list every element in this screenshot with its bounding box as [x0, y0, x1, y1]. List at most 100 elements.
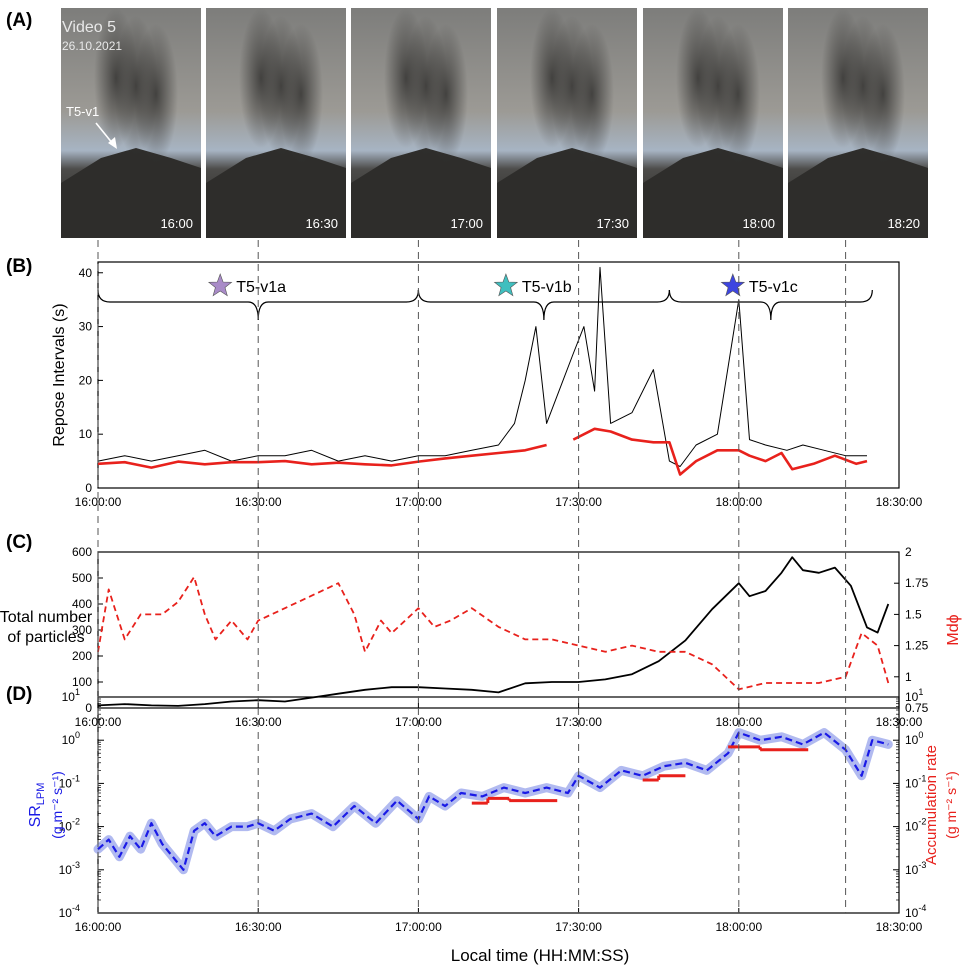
- y2-tick-label: 1.25: [905, 639, 929, 653]
- y-axis-title-line: of particles: [7, 629, 84, 646]
- volcano-silhouette: [61, 148, 201, 238]
- phase-star-icon: [207, 273, 233, 297]
- frame-time: 16:00: [160, 216, 193, 231]
- video-frame: 16:30: [206, 8, 346, 238]
- repose-series: [97, 266, 867, 467]
- time-guide-lines: [97, 240, 847, 913]
- tick-exponent: -1: [918, 773, 926, 783]
- y-tick-label: 0: [85, 701, 92, 715]
- tick-exponent: -3: [918, 860, 926, 870]
- repose-mean-series: [572, 427, 868, 476]
- tick-exponent: -1: [72, 773, 80, 783]
- video-frame: 17:30: [497, 8, 637, 238]
- tick-exponent: -2: [72, 817, 80, 827]
- frame-time: 18:20: [887, 216, 920, 231]
- tick-exponent: -3: [72, 860, 80, 870]
- y-tick-label: 100: [72, 675, 92, 689]
- panel-b-label: (B): [6, 256, 32, 277]
- x-tick-label: 16:00:00: [75, 920, 122, 934]
- sr-uncertainty-band: [93, 728, 893, 875]
- y-tick-label: 10-3: [59, 860, 80, 877]
- y2-axis-title: Mdϕ: [945, 614, 962, 645]
- volcano-silhouette: [206, 148, 346, 238]
- plot-frame: [97, 696, 900, 914]
- phase-brace: [668, 289, 873, 321]
- volcano-silhouette: [497, 148, 637, 238]
- tick-exponent: 0: [918, 730, 923, 740]
- plume: [570, 24, 614, 164]
- panel-c-label: (C): [6, 532, 32, 553]
- y-tick-label: 0: [85, 481, 92, 495]
- y2-tick-label: 2: [905, 545, 912, 559]
- x-tick-label: 16:30:00: [235, 495, 282, 509]
- y-tick-label: 600: [72, 545, 92, 559]
- tick-exponent: 1: [918, 687, 923, 697]
- y-axis-title: SRLPM: [27, 783, 47, 828]
- y-axis-title-line: Total number: [0, 609, 93, 626]
- y2-tick-label: 1.75: [905, 576, 929, 590]
- y2-tick-label: 100: [905, 730, 923, 747]
- plume: [716, 24, 760, 164]
- video-frame: 16:00: [61, 8, 201, 238]
- chart-b-repose-intervals: 0 10 20 30 40 16:00:00 16:30:00 17:00:00 17:30:0…: [51, 261, 923, 509]
- volcano-silhouette: [351, 148, 491, 238]
- y-tick-label: 500: [72, 571, 92, 585]
- tick-exponent: 1: [75, 687, 80, 697]
- frame-time: 16:30: [305, 216, 338, 231]
- frame-time: 18:00: [742, 216, 775, 231]
- video-frame: 18:20: [788, 8, 928, 238]
- x-tick-label: 17:30:00: [555, 495, 602, 509]
- tick-exponent: 0: [75, 730, 80, 740]
- x-tick-label: 17:00:00: [395, 920, 442, 934]
- chart-c-particles: 01002003004005006000.7511.251.51.75216:0…: [0, 545, 962, 729]
- frame-time: 17:00: [450, 216, 483, 231]
- y2-axis-units: (g m⁻² s⁻¹): [943, 771, 959, 839]
- phase-star-icon: [493, 273, 519, 297]
- vent-arrow: [95, 122, 117, 149]
- y-axis-title-sub: LPM: [35, 783, 47, 806]
- x-tick-label: 17:30:00: [555, 920, 602, 934]
- y-tick-label: 10: [79, 427, 93, 441]
- y-tick-label: 30: [79, 320, 93, 334]
- repose-mean-series: [97, 443, 547, 469]
- y-tick-label: 101: [62, 687, 80, 704]
- y2-tick-label: 0.75: [905, 701, 929, 715]
- video-frame: 18:00: [643, 8, 783, 238]
- phase-label: T5-v1c: [749, 279, 798, 296]
- plume: [134, 24, 178, 164]
- video-frames: 16:00 16:30 17:00 17:30 18:00 18:20: [61, 8, 928, 238]
- phase-label: T5-v1b: [522, 279, 572, 296]
- sr-lpm-series: [97, 731, 889, 871]
- x-tick-label: 18:00:00: [715, 920, 762, 934]
- volcano-silhouette: [788, 148, 928, 238]
- x-tick-label: 16:30:00: [235, 920, 282, 934]
- y2-tick-label: 1.5: [905, 607, 922, 621]
- y-axis-units: (g m⁻² s⁻¹): [49, 771, 65, 839]
- y-axis-title: Repose Intervals (s): [51, 303, 68, 446]
- phase-brace: [97, 289, 419, 321]
- y-tick-label: 20: [79, 373, 93, 387]
- video-frame: 17:00: [351, 8, 491, 238]
- panel-a-label: (A): [6, 10, 32, 31]
- tick-exponent: -2: [918, 817, 926, 827]
- phase-label: T5-v1a: [236, 279, 286, 296]
- plume: [424, 24, 468, 164]
- y2-axis-title: Accumulation rate: [923, 745, 940, 865]
- volcano-silhouette: [643, 148, 783, 238]
- x-tick-label: 18:30:00: [876, 495, 923, 509]
- y-tick-label: 400: [72, 597, 92, 611]
- y-tick-label: 10-4: [59, 903, 80, 920]
- plume: [279, 24, 323, 164]
- x-tick-label: 18:00:00: [715, 495, 762, 509]
- y-tick-label: 300: [72, 623, 92, 637]
- y2-tick-label: 1: [905, 670, 912, 684]
- y-tick-label: 200: [72, 649, 92, 663]
- x-tick-label: 16:00:00: [75, 495, 122, 509]
- vent-arrow-label: T5-v1: [66, 104, 99, 119]
- tick-exponent: -4: [72, 903, 80, 913]
- plume: [861, 24, 905, 164]
- video-title: Video 5: [62, 19, 116, 36]
- phase-star-icon: [720, 273, 746, 297]
